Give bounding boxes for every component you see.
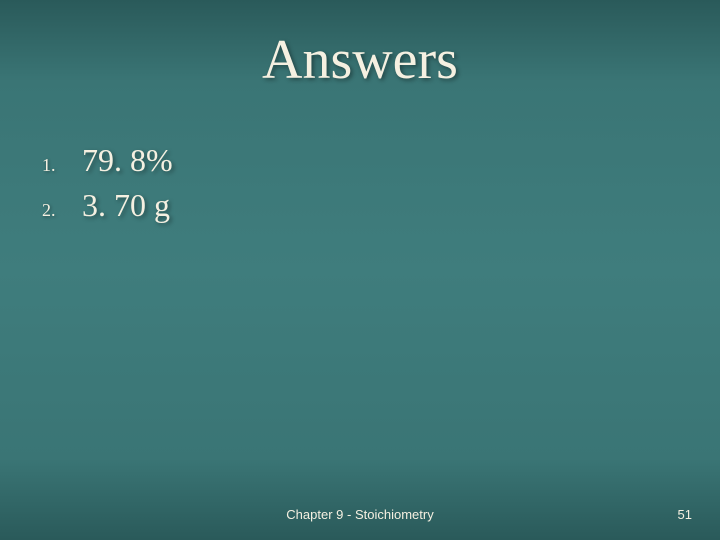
list-item: 1. 79. 8%	[42, 142, 720, 179]
list-text-1: 79. 8%	[82, 142, 173, 179]
list-number-2: 2.	[42, 200, 82, 221]
answers-list: 1. 79. 8% 2. 3. 70 g	[0, 142, 720, 224]
footer-page-number: 51	[678, 507, 692, 522]
list-number-1: 1.	[42, 155, 82, 176]
slide-title: Answers	[0, 0, 720, 92]
list-text-2: 3. 70 g	[82, 187, 170, 224]
footer-chapter: Chapter 9 - Stoichiometry	[286, 507, 433, 522]
list-item: 2. 3. 70 g	[42, 187, 720, 224]
